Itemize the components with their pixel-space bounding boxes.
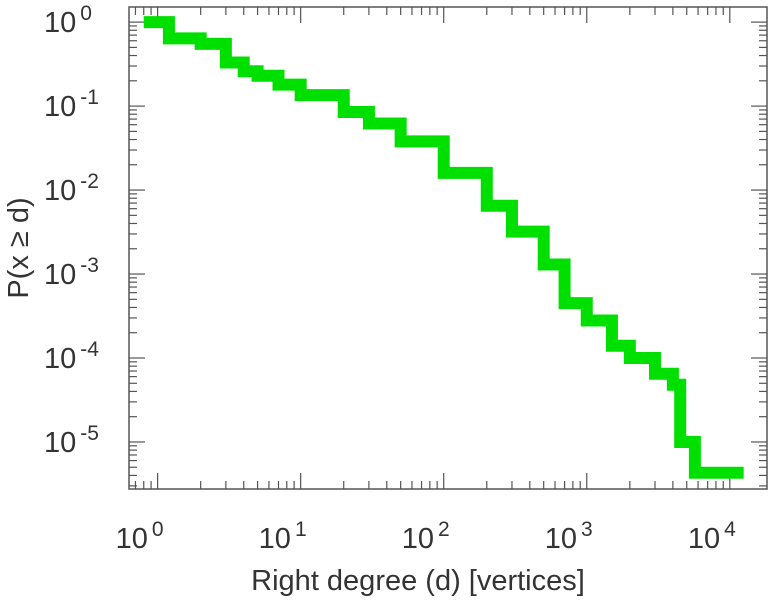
y-tick-label: 10 -5: [44, 422, 99, 459]
x-tick-label: 10 3: [545, 518, 593, 555]
x-axis-label: Right degree (d) [vertices]: [251, 565, 585, 597]
y-axis-label: P(x ≥ d): [3, 197, 35, 298]
series-line: [143, 16, 744, 479]
plot-frame: [128, 6, 768, 490]
y-tick-label: 10 0: [44, 2, 92, 39]
x-tick-label: 10 0: [116, 518, 164, 555]
x-tick-label: 10 4: [688, 518, 736, 555]
y-tick-label: 10 -1: [44, 86, 99, 123]
y-tick-label: 10 -3: [44, 254, 99, 291]
x-tick-label: 10 1: [259, 518, 307, 555]
y-tick-label: 10 -4: [44, 338, 99, 375]
x-tick-label: 10 2: [402, 518, 450, 555]
y-tick-label: 10 -2: [44, 170, 99, 207]
